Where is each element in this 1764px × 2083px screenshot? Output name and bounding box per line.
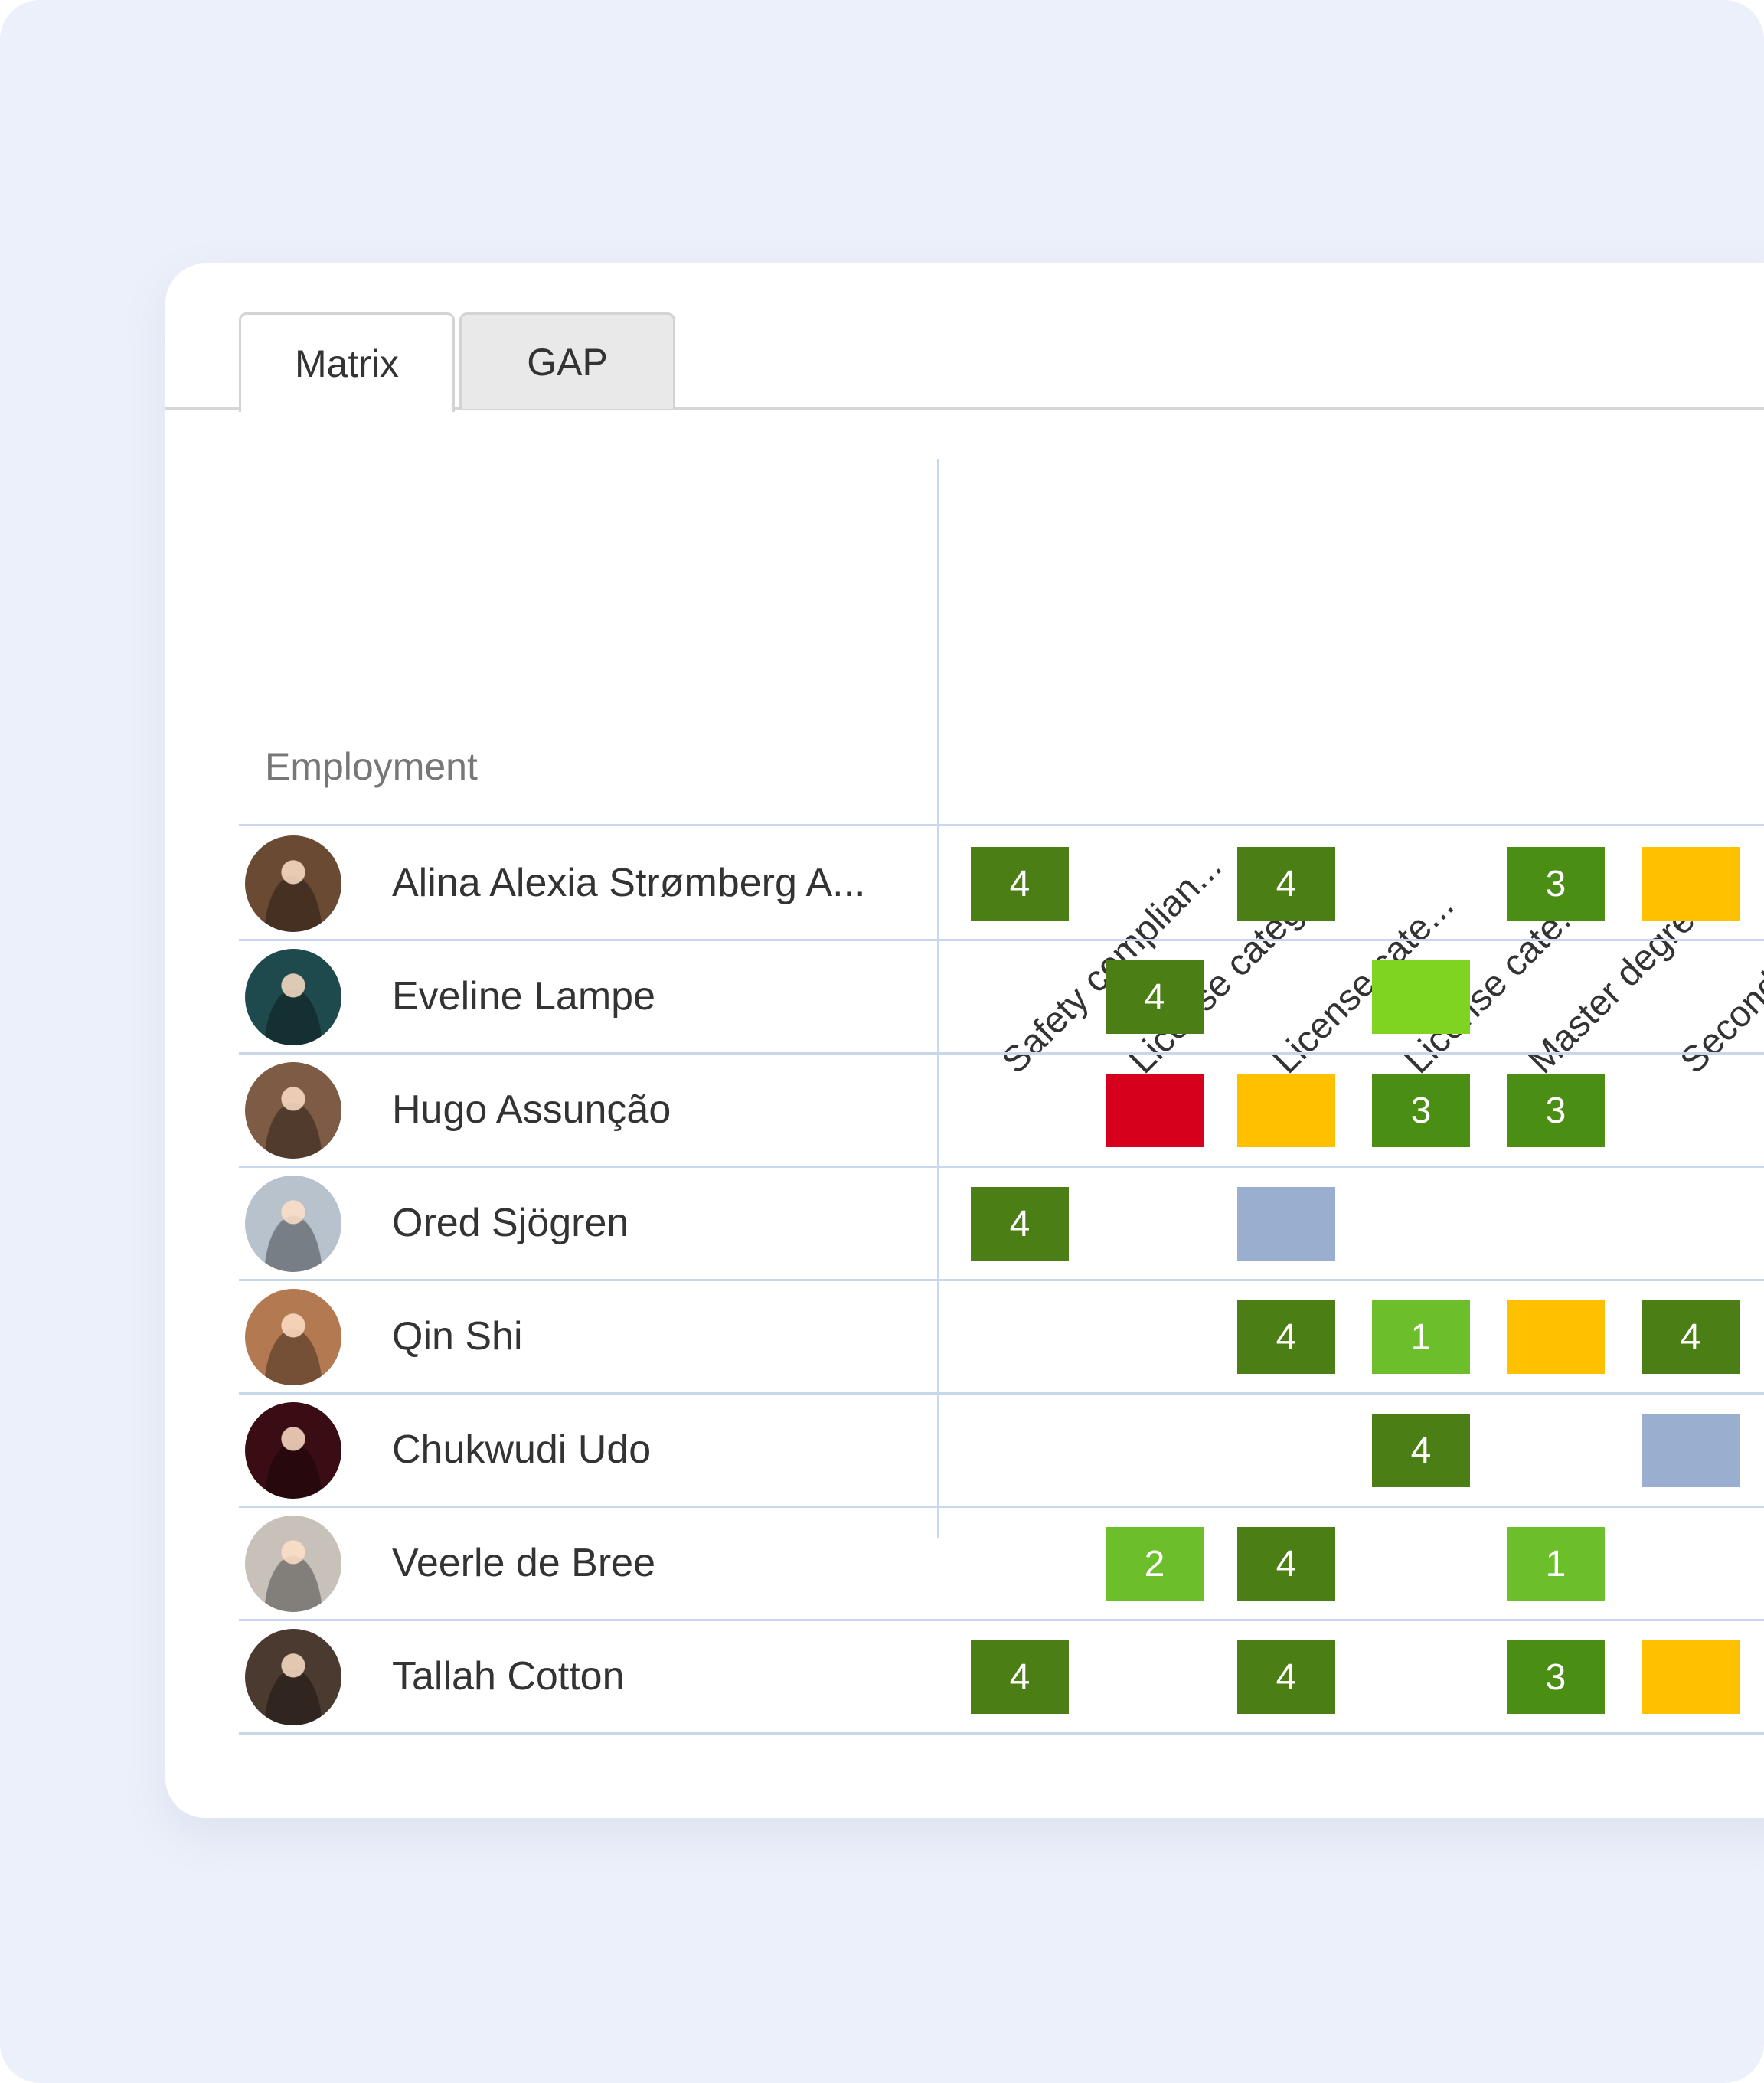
tab-baseline: [165, 407, 1764, 410]
avatar: [245, 1289, 341, 1385]
skill-level: 4: [1276, 1316, 1297, 1358]
row-divider: [239, 1052, 1764, 1055]
skill-level: 3: [1545, 1656, 1566, 1698]
row-divider: [239, 1732, 1764, 1735]
row-divider: [239, 1619, 1764, 1621]
skill-cell[interactable]: 4: [1372, 1414, 1470, 1487]
skill-level: 4: [1009, 1203, 1031, 1244]
row-divider: [239, 1166, 1764, 1168]
row-divider: [239, 939, 1764, 941]
skill-level: 1: [1545, 1543, 1566, 1584]
column-divider: [937, 459, 939, 1538]
skill-cell[interactable]: 3: [1507, 1640, 1605, 1714]
avatar: [245, 1516, 341, 1612]
skill-level: 4: [1276, 1656, 1297, 1698]
skill-level: 2: [1144, 1543, 1165, 1584]
skill-cell[interactable]: 4: [1237, 1527, 1335, 1601]
employee-name[interactable]: Hugo Assunção: [392, 1087, 671, 1132]
skill-cell[interactable]: 4: [1237, 847, 1335, 921]
skill-level: 4: [1144, 976, 1165, 1018]
avatar: [245, 1402, 341, 1499]
employee-name[interactable]: Ored Sjögren: [392, 1201, 629, 1245]
matrix-card: Matrix GAP Employment Safety complian...…: [165, 263, 1764, 1818]
tab-gap-label: GAP: [527, 340, 608, 384]
employee-name[interactable]: Eveline Lampe: [392, 974, 655, 1019]
skill-cell[interactable]: [1507, 1300, 1605, 1374]
skill-cell[interactable]: [1106, 1074, 1204, 1147]
skill-cell[interactable]: [1642, 1640, 1740, 1714]
employee-name[interactable]: Veerle de Bree: [392, 1541, 656, 1585]
avatar: [245, 1629, 341, 1725]
skill-cell[interactable]: [1237, 1187, 1335, 1261]
skill-cell[interactable]: 4: [971, 847, 1069, 921]
avatar: [245, 1176, 341, 1272]
row-divider: [239, 824, 1764, 826]
skill-cell[interactable]: 4: [1642, 1300, 1740, 1374]
skill-cell[interactable]: 3: [1372, 1074, 1470, 1147]
skill-cell[interactable]: 4: [971, 1187, 1069, 1261]
avatar: [245, 835, 341, 932]
row-divider: [239, 1506, 1764, 1508]
avatar: [245, 949, 341, 1045]
skill-cell[interactable]: 4: [971, 1640, 1069, 1714]
skill-level: 4: [1276, 1543, 1297, 1584]
skill-cell[interactable]: [1642, 1414, 1740, 1487]
employee-name[interactable]: Chukwudi Udo: [392, 1427, 652, 1472]
skill-cell[interactable]: 4: [1237, 1640, 1335, 1714]
employee-name[interactable]: Tallah Cotton: [392, 1654, 625, 1699]
skill-cell[interactable]: 4: [1106, 960, 1204, 1034]
employee-name[interactable]: Qin Shi: [392, 1314, 523, 1359]
skill-level: 4: [1276, 863, 1297, 904]
skill-cell[interactable]: [1372, 960, 1470, 1034]
row-divider: [239, 1279, 1764, 1281]
avatar: [245, 1062, 341, 1159]
skill-level: 4: [1680, 1316, 1701, 1358]
skill-level: 4: [1009, 1656, 1031, 1698]
skill-cell[interactable]: 2: [1106, 1527, 1204, 1601]
tab-matrix-label: Matrix: [294, 342, 400, 385]
skill-level: 1: [1410, 1316, 1432, 1358]
skill-cell[interactable]: [1642, 847, 1740, 921]
skill-level: 3: [1545, 863, 1566, 904]
skill-level: 3: [1410, 1090, 1432, 1131]
skill-cell[interactable]: 3: [1507, 1074, 1605, 1147]
skill-cell[interactable]: 1: [1372, 1300, 1470, 1374]
skill-level: 4: [1009, 863, 1031, 904]
skill-cell[interactable]: [1237, 1074, 1335, 1147]
skill-cell[interactable]: 1: [1507, 1527, 1605, 1601]
row-divider: [239, 1392, 1764, 1395]
skill-cell[interactable]: 4: [1237, 1300, 1335, 1374]
skill-level: 3: [1545, 1090, 1566, 1131]
employee-name[interactable]: Alina Alexia Strømberg A...: [392, 861, 866, 905]
skill-level: 4: [1410, 1430, 1432, 1471]
skill-cell[interactable]: 3: [1507, 847, 1605, 921]
tab-matrix[interactable]: Matrix: [239, 312, 455, 412]
employment-header: Employment: [265, 745, 478, 788]
tab-gap[interactable]: GAP: [459, 312, 675, 409]
column-header-6[interactable]: Second: [1672, 964, 1764, 1082]
